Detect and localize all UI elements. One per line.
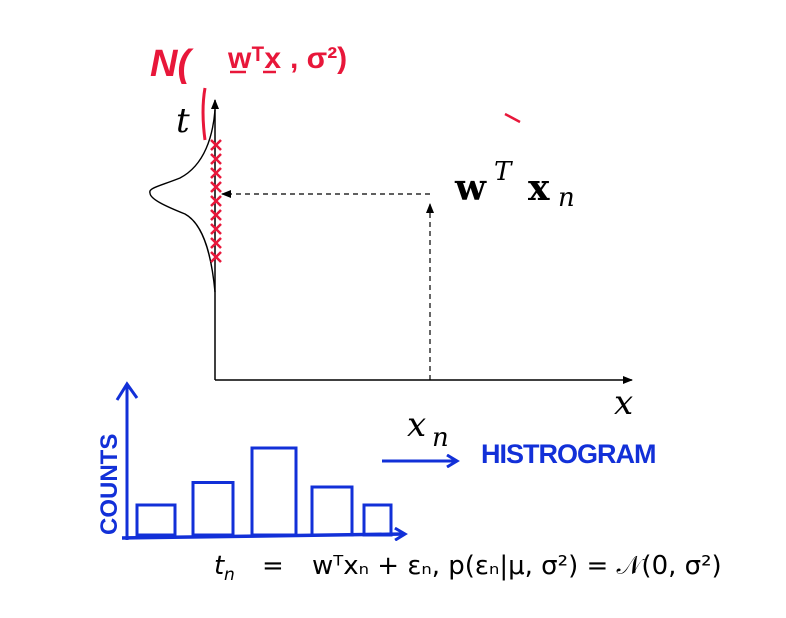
histogram-label: HISTROGRAM xyxy=(481,439,656,469)
t-axis-label: t xyxy=(176,101,190,141)
svg-text:n: n xyxy=(224,565,235,585)
normal-annotation: N( wᵀx , σ²) xyxy=(150,42,347,85)
svg-text:N(: N( xyxy=(150,43,194,85)
sample-cross xyxy=(210,195,222,207)
sample-cross xyxy=(210,167,222,179)
sample-cross xyxy=(210,209,222,221)
gaussian-curve xyxy=(149,109,216,293)
histogram-bar xyxy=(191,481,235,537)
svg-text:T: T xyxy=(494,157,513,187)
x-axis-label: x xyxy=(614,383,633,423)
svg-text:n: n xyxy=(558,183,575,213)
svg-text:, σ²): , σ²) xyxy=(290,42,347,75)
histogram-y-axis xyxy=(115,381,139,540)
red-sample-crosses xyxy=(210,139,222,263)
wtx-label: w T x n xyxy=(454,157,575,213)
xn-label: x n xyxy=(407,405,449,453)
histogram-bars xyxy=(135,446,393,537)
histogram-bar xyxy=(250,446,298,537)
sample-cross xyxy=(210,223,222,235)
histogram-bar xyxy=(135,503,177,537)
histogram-bar xyxy=(362,503,393,537)
svg-text:wᵀxₙ + εₙ, p(εₙ|μ, σ²) = 𝒩(0: wᵀxₙ + εₙ, p(εₙ|μ, σ²) = 𝒩(0, σ²) xyxy=(312,551,722,581)
sample-cross xyxy=(210,237,222,249)
sample-cross xyxy=(210,251,222,263)
svg-text:n: n xyxy=(432,423,449,453)
counts-label: COUNTS xyxy=(96,434,123,535)
svg-text:w: w xyxy=(454,167,487,209)
svg-text:x: x xyxy=(407,405,426,445)
sample-cross xyxy=(210,181,222,193)
sample-cross xyxy=(210,139,222,151)
red-mark-line xyxy=(201,87,207,141)
sample-cross xyxy=(210,153,222,165)
svg-text:t: t xyxy=(214,551,225,581)
svg-text:=: = xyxy=(262,551,284,581)
equation: t n = wᵀxₙ + εₙ, p(εₙ|μ, σ²) = 𝒩(0, σ²) xyxy=(214,551,722,585)
red-stray-mark xyxy=(504,112,521,124)
histogram-bar xyxy=(310,485,354,537)
svg-text:wᵀx: wᵀx xyxy=(227,42,281,75)
svg-text:x: x xyxy=(528,167,550,209)
